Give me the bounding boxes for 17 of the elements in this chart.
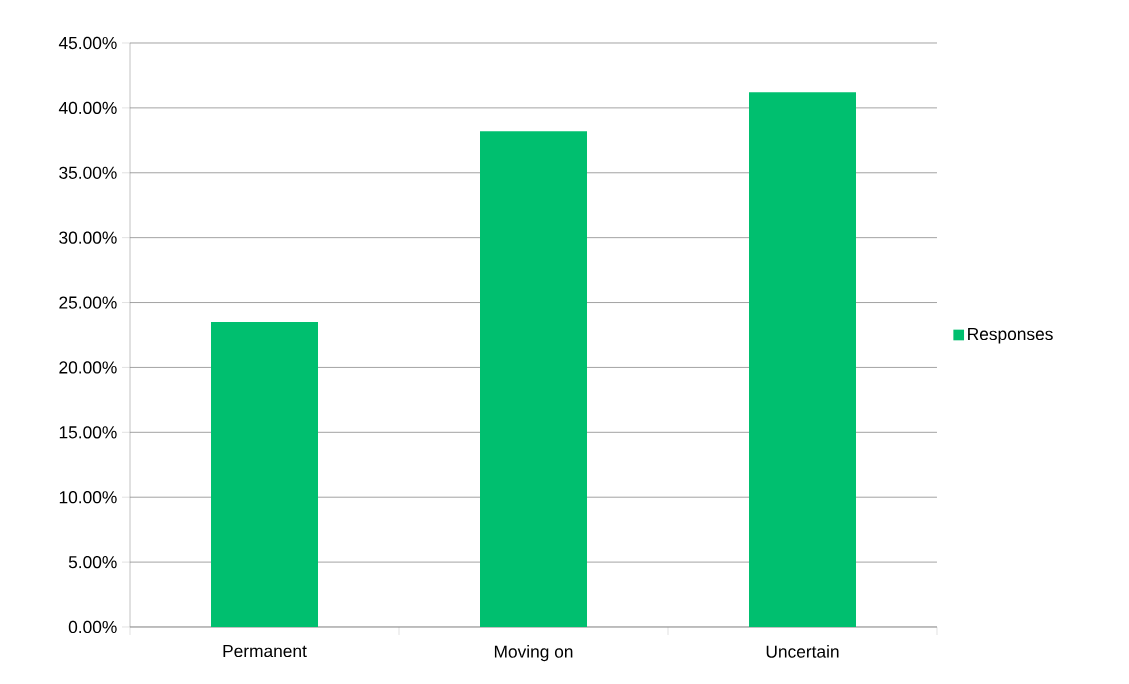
y-tick-label: 20.00% [59, 361, 117, 374]
y-tick-label: 30.00% [59, 231, 117, 244]
y-tick-label: 40.00% [58, 101, 117, 115]
bar [211, 322, 319, 627]
bar [749, 92, 856, 627]
legend-label: Responses [968, 328, 1053, 344]
y-tick-label: 25.00% [59, 296, 117, 309]
bar [480, 131, 587, 627]
y-tick-label: 0.00% [68, 620, 117, 634]
x-tick-label: Moving on [494, 645, 573, 662]
y-tick-label: 5.00% [68, 555, 117, 569]
x-tick-label: Permanent [223, 645, 307, 658]
y-tick-label: 15.00% [59, 426, 117, 439]
y-tick-label: 35.00% [59, 166, 117, 179]
y-tick-label: 10.00% [59, 491, 117, 504]
y-tick-label: 45.00% [58, 36, 117, 50]
x-tick-label: Uncertain [766, 645, 839, 658]
